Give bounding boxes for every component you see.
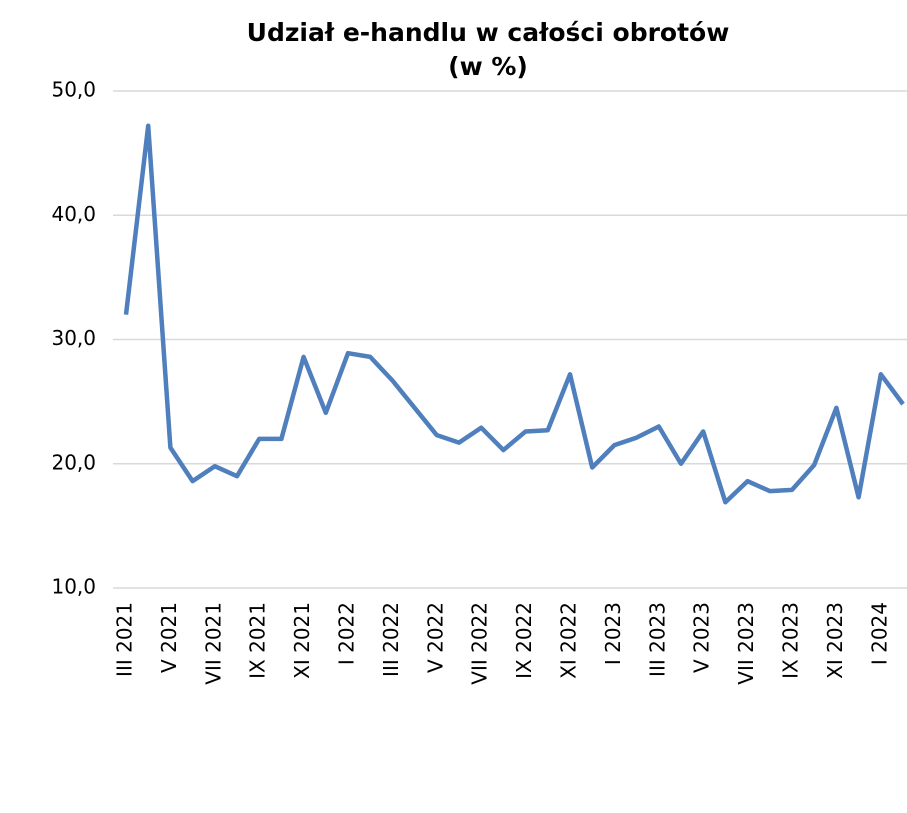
x-tick-label: III 2023 <box>645 602 669 677</box>
x-tick-label: I 2022 <box>335 602 359 665</box>
x-tick-label: VII 2023 <box>734 602 758 685</box>
x-tick-label: XI 2022 <box>557 602 581 679</box>
chart-title: (w %) <box>448 52 528 81</box>
y-tick-label: 30,0 <box>51 326 96 350</box>
x-tick-label: V 2021 <box>157 602 181 673</box>
y-tick-label: 20,0 <box>51 450 96 474</box>
y-tick-label: 40,0 <box>51 202 96 226</box>
x-tick-label: IX 2022 <box>512 602 536 679</box>
x-tick-label: XI 2023 <box>823 602 847 679</box>
x-tick-label: III 2021 <box>113 602 137 677</box>
x-tick-label: IX 2023 <box>779 602 803 679</box>
x-tick-label: XI 2021 <box>290 602 314 679</box>
chart-title: Udział e-handlu w całości obrotów <box>247 18 730 47</box>
data-line <box>123 123 905 505</box>
x-tick-label: I 2023 <box>601 602 625 665</box>
x-tick-label: III 2022 <box>379 602 403 677</box>
x-tick-label: VII 2021 <box>201 602 225 685</box>
y-tick-label: 10,0 <box>51 575 96 599</box>
x-tick-label: I 2024 <box>867 602 891 665</box>
x-tick-label: IX 2021 <box>246 602 270 679</box>
x-tick-label: V 2022 <box>423 602 447 673</box>
y-tick-label: 50,0 <box>51 78 96 102</box>
x-tick-label: V 2023 <box>690 602 714 673</box>
x-tick-label: VII 2022 <box>468 602 492 685</box>
